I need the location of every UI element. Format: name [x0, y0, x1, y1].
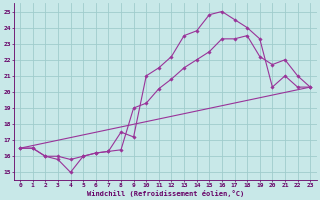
X-axis label: Windchill (Refroidissement éolien,°C): Windchill (Refroidissement éolien,°C): [86, 190, 244, 197]
